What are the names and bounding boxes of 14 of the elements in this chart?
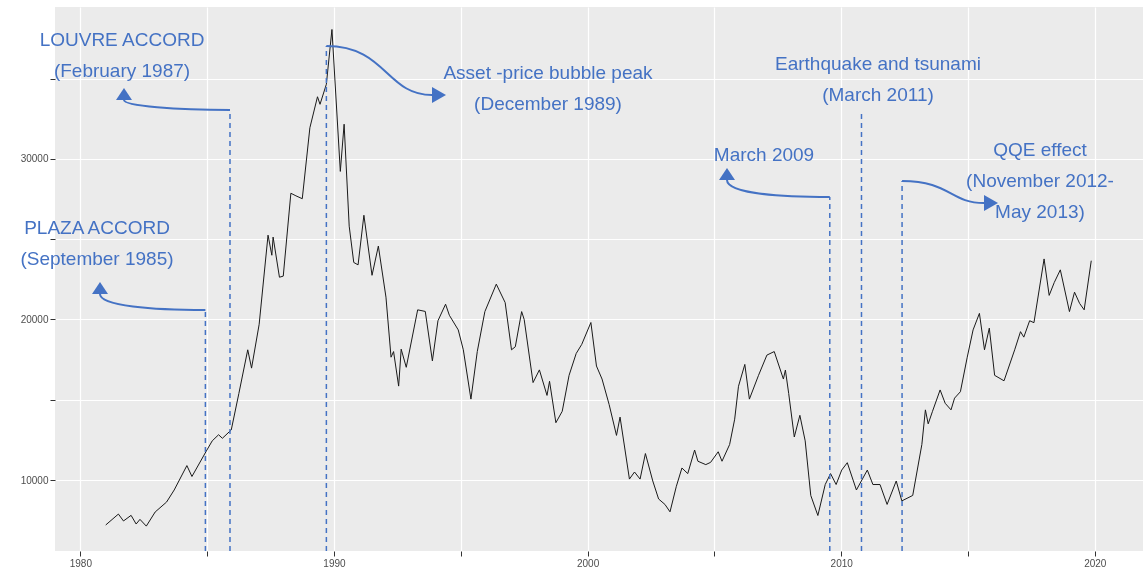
x-tick-label: 2020 [1084,557,1107,569]
x-tick-label: 1990 [323,557,347,569]
ref-line-label: PLAZA ACCORD (September 1985) [20,217,174,269]
y-tick-label: 20000 [20,313,49,325]
ref-line-label: Earthquake and tsunami (March 2011) [775,53,981,105]
ref-line-label: Asset -price bubble peak (December 1989) [443,62,654,114]
x-tick-label: 2000 [576,557,600,569]
ref-line-label: LOUVRE ACCORD (February 1987) [39,29,205,81]
x-tick-label: 2010 [830,557,854,569]
x-tick-label: 1980 [69,557,93,569]
y-tick-label: 30000 [20,153,49,165]
y-tick-label: 10000 [20,474,49,486]
ref-line-label: QQE effect (November 2012- May 2013) [966,139,1114,222]
ref-line-label: March 2009 [713,144,815,165]
